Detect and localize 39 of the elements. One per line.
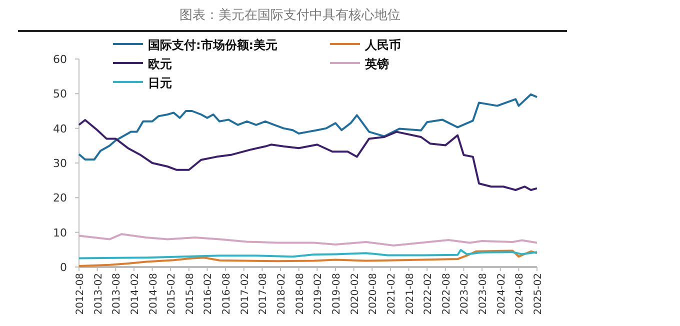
x-tick-label: 2018-02 (276, 273, 288, 315)
x-tick-label: 2019-02 (313, 273, 324, 315)
x-tick-label: 2013-08 (112, 273, 123, 315)
legend-label: 日元 (148, 76, 172, 90)
x-tick-label: 2024-02 (496, 273, 508, 315)
x-tick-label: 2019-08 (331, 273, 342, 315)
x-tick-label: 2014-02 (130, 273, 141, 315)
x-tick-label: 2024-08 (514, 273, 526, 315)
y-tick-label: 0 (60, 261, 67, 274)
x-tick-label: 2018-08 (294, 273, 306, 315)
legend-label: 英镑 (364, 57, 389, 71)
x-tick-label: 2025-02 (533, 273, 544, 315)
x-tick-label: 2016-02 (203, 273, 214, 315)
x-tick-label: 2015-02 (166, 273, 178, 315)
x-tick-label: 2022-08 (441, 273, 452, 315)
x-tick-label: 2023-02 (460, 273, 471, 315)
x-tick-label: 2014-08 (148, 273, 160, 315)
x-tick-label: 2016-08 (222, 273, 233, 315)
y-tick-label: 30 (53, 157, 67, 170)
legend-label: 国际支付:市场份额:美元 (148, 38, 278, 52)
y-tick-label: 50 (53, 88, 67, 101)
y-tick-label: 40 (53, 122, 67, 136)
x-tick-label: 2021-08 (404, 273, 416, 315)
x-tick-label: 2020-02 (350, 273, 361, 315)
x-tick-label: 2012-08 (75, 273, 86, 315)
x-tick-label: 2022-02 (423, 273, 434, 315)
x-tick-label: 2021-02 (386, 273, 398, 315)
x-tick-label: 2020-08 (368, 273, 380, 315)
y-tick-label: 60 (53, 53, 67, 66)
x-tick-label: 2017-08 (258, 273, 270, 315)
x-tick-label: 2013-02 (93, 273, 104, 315)
x-tick-label: 2017-02 (240, 273, 251, 315)
y-tick-label: 20 (53, 192, 67, 205)
x-tick-label: 2015-08 (184, 273, 196, 315)
legend-label: 人民币 (364, 38, 401, 52)
chart-title: 图表：美元在国际支付中具有核心地位 (180, 7, 400, 23)
y-tick-label: 10 (53, 226, 67, 240)
legend-label: 欧元 (148, 57, 172, 71)
x-tick-label: 2023-08 (478, 273, 490, 315)
